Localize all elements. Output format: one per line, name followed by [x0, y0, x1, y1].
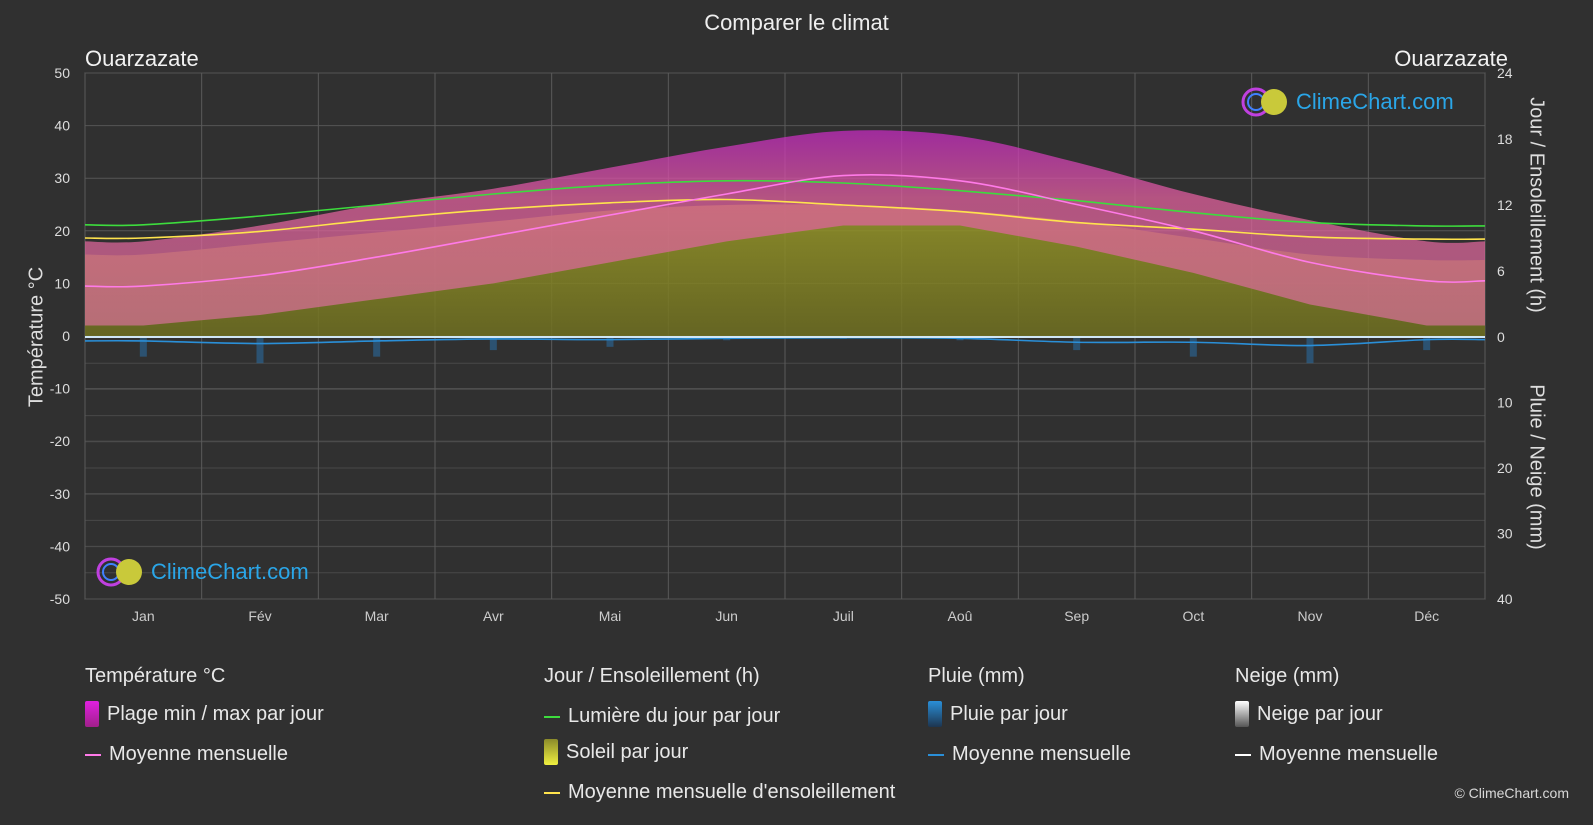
- legend-daylight: Lumière du jour par jour: [544, 705, 780, 728]
- legend-label: Pluie par jour: [950, 702, 1068, 725]
- legend-temp-range: Plage min / max par jour: [85, 701, 324, 727]
- chart-title: Comparer le climat: [704, 10, 889, 35]
- axis-right-bottom-title: Pluie / Neige (mm): [1525, 384, 1548, 550]
- tick-label-precip: 40: [1497, 591, 1513, 607]
- tick-label-month: Mar: [365, 608, 389, 624]
- legend-sunshine: Soleil par jour: [544, 739, 688, 765]
- swatch-daylight: [544, 715, 560, 718]
- logo-icon: [1241, 87, 1287, 117]
- tick-label-month: Fév: [248, 608, 271, 624]
- tick-label-hours: 12: [1497, 197, 1513, 213]
- legend-sunshine-mean: Moyenne mensuelle d'ensoleillement: [544, 781, 895, 804]
- tick-label-month: Oct: [1182, 608, 1204, 624]
- legend-snow-heading: Neige (mm): [1235, 665, 1340, 687]
- tick-label-hours: 24: [1497, 65, 1513, 81]
- tick-label-month: Sep: [1064, 608, 1089, 624]
- tick-label-temp: 40: [54, 118, 70, 134]
- legend-sun-heading: Jour / Ensoleillement (h): [544, 665, 760, 687]
- legend-snow-mean: Moyenne mensuelle: [1235, 743, 1438, 766]
- legend-label: Lumière du jour par jour: [568, 705, 781, 727]
- rain-bar: [139, 337, 147, 357]
- temperature-range-area: [85, 130, 1485, 326]
- tick-label-temp: 10: [54, 275, 70, 291]
- rain-bar: [606, 337, 614, 347]
- tick-label-temp: -20: [50, 433, 70, 449]
- swatch-sunshine: [544, 739, 558, 765]
- swatch-rain: [928, 701, 942, 727]
- axis-ticks: 50 40 30 20 10 0 -10 -20 -30 -40 -50 Jan Fév Mar Avr Ma…: [50, 65, 1513, 624]
- legend-label: Moyenne mensuelle: [109, 743, 288, 765]
- tick-label-temp: -40: [50, 538, 70, 554]
- legend-temp-mean: Moyenne mensuelle: [85, 743, 288, 766]
- tick-label-temp: -10: [50, 381, 70, 397]
- logo-top: ClimeChart.com: [1240, 86, 1454, 118]
- tick-label-hours: 18: [1497, 131, 1513, 147]
- legend-snow: Neige par jour: [1235, 701, 1383, 727]
- legend-label: Moyenne mensuelle d'ensoleillement: [568, 781, 896, 803]
- logo-text: ClimeChart.com: [1296, 89, 1454, 114]
- tick-label-precip: 30: [1497, 526, 1513, 542]
- legend-label: Plage min / max par jour: [107, 702, 324, 725]
- legend-label: Neige par jour: [1257, 702, 1383, 725]
- legend-label: Soleil par jour: [566, 740, 689, 763]
- rain-bar: [256, 337, 264, 364]
- tick-label-month: Jun: [715, 608, 738, 624]
- tick-label-month: Mai: [599, 608, 622, 624]
- rain-bar: [1073, 337, 1081, 351]
- tick-label-temp: 30: [54, 170, 70, 186]
- tick-label-hours: 0: [1497, 329, 1505, 345]
- logo-text: ClimeChart.com: [151, 559, 309, 584]
- copyright: © ClimeChart.com: [1454, 785, 1569, 801]
- legend-rain-mean: Moyenne mensuelle: [928, 743, 1131, 766]
- axis-right-top-title: Jour / Ensoleillement (h): [1525, 97, 1548, 313]
- tick-label-month: Aoû: [948, 608, 973, 624]
- tick-label-temp: 0: [62, 328, 70, 344]
- tick-label-temp: 20: [54, 223, 70, 239]
- rain-bar: [1189, 337, 1197, 357]
- location-right: Ouarzazate: [1394, 46, 1508, 71]
- rain-bar: [489, 337, 497, 351]
- tick-label-month: Juil: [833, 608, 854, 624]
- logo-icon: [96, 557, 142, 587]
- tick-label-temp: -30: [50, 486, 70, 502]
- rain-bar: [373, 337, 381, 357]
- tick-label-precip: 10: [1497, 395, 1513, 411]
- rain-bar: [1306, 337, 1314, 364]
- swatch-temp-mean: [85, 753, 101, 756]
- legend-label: Moyenne mensuelle: [1259, 743, 1438, 765]
- swatch-sunshine-mean: [544, 791, 560, 794]
- swatch-snow: [1235, 701, 1249, 727]
- sunshine-mean-line: [84, 198, 1486, 241]
- tick-label-month: Déc: [1414, 608, 1439, 624]
- temperature-mean-line: [84, 173, 1486, 288]
- swatch-snow-mean: [1235, 753, 1251, 756]
- daylight-line: [84, 179, 1486, 227]
- tick-label-temp: 50: [54, 65, 70, 81]
- swatch-temp-range: [85, 701, 99, 727]
- location-left: Ouarzazate: [85, 46, 199, 71]
- tick-label-precip: 20: [1497, 460, 1513, 476]
- tick-label-temp: -50: [50, 591, 70, 607]
- tick-label-hours: 6: [1497, 263, 1505, 279]
- swatch-rain-mean: [928, 753, 944, 756]
- tick-label-month: Nov: [1298, 608, 1323, 624]
- logo-bottom: ClimeChart.com: [95, 556, 309, 588]
- legend-rain-heading: Pluie (mm): [928, 665, 1025, 687]
- legend-temperature-heading: Température °C: [85, 665, 226, 687]
- rain-bar: [1423, 337, 1431, 351]
- temperature-range-path: [85, 130, 1485, 326]
- legend-label: Moyenne mensuelle: [952, 743, 1131, 765]
- legend-rain: Pluie par jour: [928, 701, 1068, 727]
- axis-left-title: Température °C: [25, 266, 48, 408]
- tick-label-month: Avr: [483, 608, 504, 624]
- tick-label-month: Jan: [132, 608, 155, 624]
